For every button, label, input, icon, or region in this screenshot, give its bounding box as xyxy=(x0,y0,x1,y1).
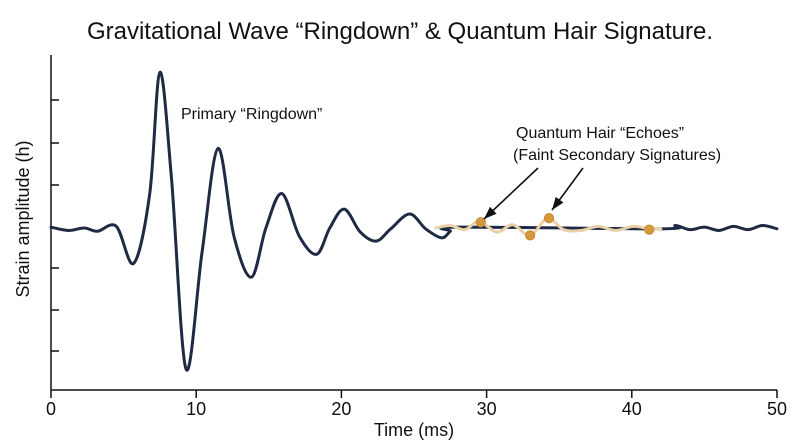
x-tick-label: 0 xyxy=(46,399,56,419)
echo-point xyxy=(475,217,486,228)
echo-point xyxy=(543,213,555,224)
primary-ringdown-line xyxy=(49,70,779,372)
x-tick-label: 20 xyxy=(331,399,351,419)
x-axis-label: Time (ms) xyxy=(374,420,454,440)
x-tick-label: 40 xyxy=(622,399,642,419)
quantum-hair-label: Quantum Hair “Echoes” xyxy=(516,125,684,142)
quantum-hair-subtitle: (Faint Secondary Signatures) xyxy=(513,147,721,164)
arrow-to-second-echo xyxy=(551,167,584,211)
x-tick-label: 10 xyxy=(186,399,206,419)
x-tick-label: 50 xyxy=(767,399,787,419)
y-axis-label: Strain amplitude (h) xyxy=(13,140,33,297)
echo-point xyxy=(644,224,655,235)
echo-point xyxy=(525,230,536,241)
x-tick-label: 30 xyxy=(477,399,497,419)
primary-ringdown-label: Primary “Ringdown” xyxy=(181,106,322,123)
chart-title: Gravitational Wave “Ringdown” & Quantum … xyxy=(86,18,714,45)
arrow-to-first-echo xyxy=(483,167,539,220)
